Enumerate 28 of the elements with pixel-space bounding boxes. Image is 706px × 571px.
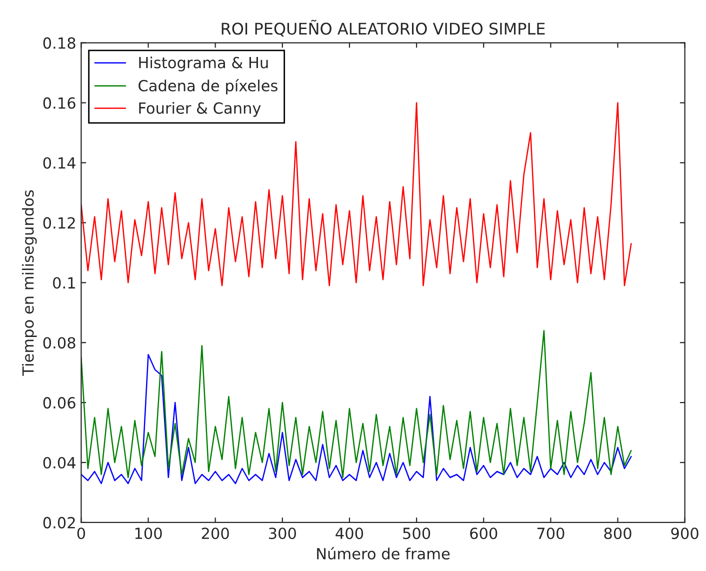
x-tick-label: 200 xyxy=(202,528,229,540)
y-tick-label: 0.04 xyxy=(43,456,76,469)
y-tick-label: 0.16 xyxy=(43,97,76,109)
legend-label: Fourier & Canny xyxy=(139,102,261,117)
line-series xyxy=(81,102,632,286)
legend-label: Cadena de píxeles xyxy=(138,79,278,94)
y-tick-label: 0.08 xyxy=(43,337,76,349)
y-tick-label: 0.14 xyxy=(43,157,76,169)
chart-title: ROI PEQUEÑO ALEATORIO VIDEO SIMPLE xyxy=(222,20,545,37)
y-tick-label: 0.1 xyxy=(53,277,75,289)
x-axis-title: Número de frame xyxy=(317,547,450,560)
x-tick-label: 500 xyxy=(403,528,430,540)
legend-label: Histograma & Hu xyxy=(139,56,268,72)
y-tick-label: 0.02 xyxy=(43,516,75,528)
y-tick-label: 0.12 xyxy=(43,217,75,229)
line-series xyxy=(81,330,632,478)
y-axis-title: Tiempo en milisegundos xyxy=(22,190,37,376)
x-tick-label: 400 xyxy=(336,528,364,540)
x-tick-label: 800 xyxy=(604,528,632,540)
x-tick-label: 100 xyxy=(135,528,162,540)
x-tick-label: 600 xyxy=(470,528,498,540)
x-tick-label: 0 xyxy=(77,528,86,540)
x-tick-label: 900 xyxy=(671,528,698,540)
x-tick-label: 300 xyxy=(268,528,296,540)
y-tick-label: 0.06 xyxy=(43,397,76,409)
line-series xyxy=(81,354,632,484)
x-tick-label: 700 xyxy=(537,528,564,540)
y-tick-label: 0.18 xyxy=(43,37,76,49)
